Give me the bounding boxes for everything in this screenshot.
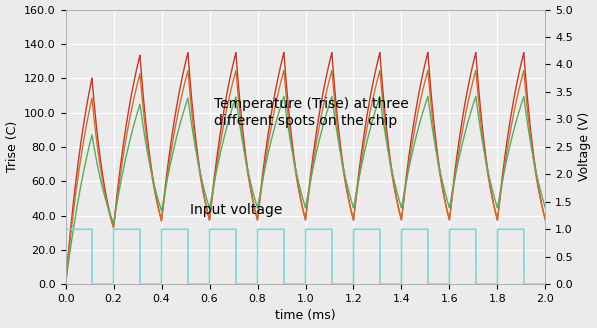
Text: Temperature (Trise) at three
different spots on the chip: Temperature (Trise) at three different s… (214, 97, 409, 128)
X-axis label: time (ms): time (ms) (275, 309, 336, 322)
Text: Input voltage: Input voltage (190, 203, 283, 217)
Y-axis label: Trise (C): Trise (C) (5, 121, 19, 173)
Y-axis label: Voltage (V): Voltage (V) (578, 112, 592, 181)
